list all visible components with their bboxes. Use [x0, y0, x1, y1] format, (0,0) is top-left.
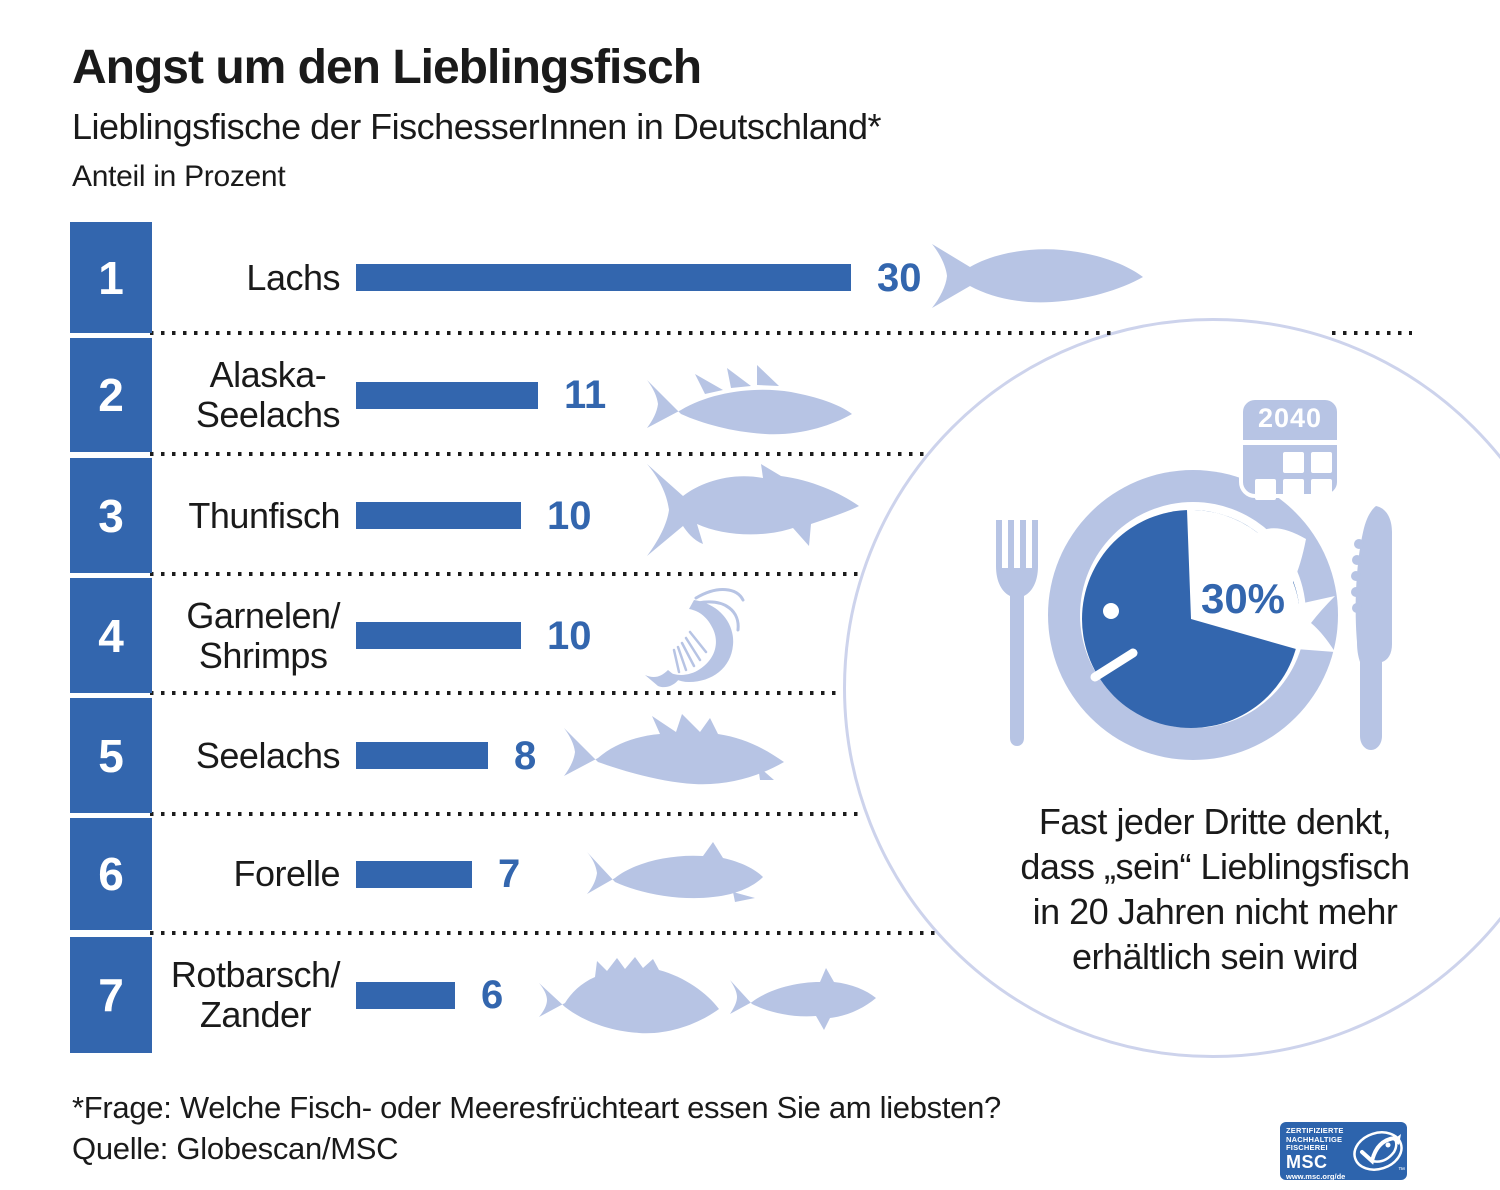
category-label: Forelle — [140, 818, 340, 930]
bar — [356, 264, 851, 291]
highlight-caption: Fast jeder Dritte denkt, dass „sein“ Lie… — [1020, 801, 1410, 977]
rank-badge: 4 — [70, 578, 152, 693]
category-label-text: Garnelen/Shrimps — [186, 594, 340, 676]
category-label: Seelachs — [140, 698, 341, 813]
category-label: Lachs — [140, 222, 340, 333]
calendar-year: 2040 — [1257, 403, 1323, 433]
rank-badge: 1 — [70, 222, 152, 333]
calendar-cell — [1283, 479, 1304, 500]
row-separator — [1332, 331, 1412, 335]
category-label-text: Thunfisch — [188, 494, 340, 536]
saithe-icon — [564, 714, 784, 785]
bar — [356, 622, 521, 649]
calendar-divider — [1243, 440, 1337, 445]
rank-badge: 5 — [70, 698, 152, 813]
category-label: Alaska- Seelachs — [140, 338, 341, 452]
chart-row: 4 Garnelen/Shrimps 10 — [0, 578, 1500, 693]
bar — [356, 742, 488, 769]
bar-value: 10 — [547, 493, 592, 538]
page-title: Angst um den Lieblingsfisch — [72, 41, 702, 94]
chart-row: 7 Rotbarsch/Zander 6 — [0, 937, 1500, 1053]
alaska-pollock-icon — [647, 365, 852, 435]
row-separator — [150, 452, 926, 456]
category-label: Thunfisch — [140, 458, 340, 573]
footnote: *Frage: Welche Fisch- oder Meeresfrüchte… — [72, 1090, 1002, 1125]
trout-icon — [587, 842, 763, 902]
bar-value: 10 — [547, 613, 592, 658]
calendar-cell — [1311, 479, 1332, 500]
bar-value: 7 — [498, 852, 521, 896]
row-separator — [150, 931, 936, 935]
knife-icon — [1351, 506, 1392, 750]
fish-eye — [1103, 603, 1119, 619]
bar — [356, 860, 472, 888]
bar — [356, 502, 521, 529]
rank-badge: 6 — [70, 818, 152, 930]
calendar-cell — [1311, 452, 1332, 473]
row-separator — [150, 572, 861, 576]
row-separator — [150, 691, 843, 695]
bar-value: 6 — [481, 973, 504, 1017]
calendar-cell — [1283, 452, 1304, 473]
category-label-text: Forelle — [233, 853, 340, 894]
unit-label: Anteil in Prozent — [72, 160, 286, 193]
bar-value: 30 — [877, 255, 922, 300]
bar-value: 8 — [514, 733, 537, 778]
rank-badge: 3 — [70, 458, 152, 573]
pie-wedge-fish — [1187, 509, 1335, 652]
chart-row: 6 Forelle 7 — [0, 818, 1500, 930]
shrimp-icon — [645, 588, 745, 688]
chart-row: 2 Alaska- Seelachs 11 — [0, 338, 1500, 452]
msc-fish-check-icon: ™ — [1352, 1122, 1407, 1180]
category-label: Garnelen/Shrimps — [140, 578, 340, 693]
bar — [356, 381, 538, 409]
chart-row: 3 Thunfisch 10 — [0, 458, 1500, 573]
category-label: Rotbarsch/Zander — [140, 937, 341, 1053]
redfish-icon — [539, 957, 719, 1034]
plate-pie-icon: 30% — [1048, 470, 1338, 760]
zander-icon — [730, 968, 876, 1030]
calendar-cell — [1255, 479, 1276, 500]
category-label-text: Lachs — [246, 256, 340, 298]
chart-subtitle: Lieblingsfische der FischesserInnen in D… — [72, 106, 881, 147]
row-separator — [150, 812, 865, 816]
chart-row: 1 Lachs 30 — [0, 222, 1500, 333]
category-label-text: Rotbarsch/Zander — [170, 954, 341, 1035]
bar-value: 11 — [564, 373, 607, 417]
fork-icon — [996, 520, 1038, 746]
category-label-text: Seelachs — [195, 734, 341, 776]
msc-logo-text: ZERTIFIZIERTE NACHHALTIGE FISCHEREI MSC … — [1286, 1126, 1346, 1181]
chart-row: 5 Seelachs 8 — [0, 698, 1500, 813]
bar — [356, 981, 455, 1009]
rank-badge: 7 — [70, 937, 152, 1053]
row-separator — [150, 331, 1115, 335]
calendar-2040-icon: 2040 — [1239, 396, 1341, 500]
salmon-icon — [932, 244, 1143, 308]
msc-logo: ZERTIFIZIERTE NACHHALTIGE FISCHEREI MSC … — [1280, 1122, 1407, 1181]
fish-fin-line — [1090, 648, 1138, 682]
rank-badge: 2 — [70, 338, 152, 452]
percent-label: 30% — [1201, 575, 1285, 622]
tuna-icon — [647, 464, 859, 556]
source-credit: Quelle: Globescan/MSC — [72, 1131, 399, 1166]
category-label-text: Alaska- Seelachs — [195, 354, 341, 435]
